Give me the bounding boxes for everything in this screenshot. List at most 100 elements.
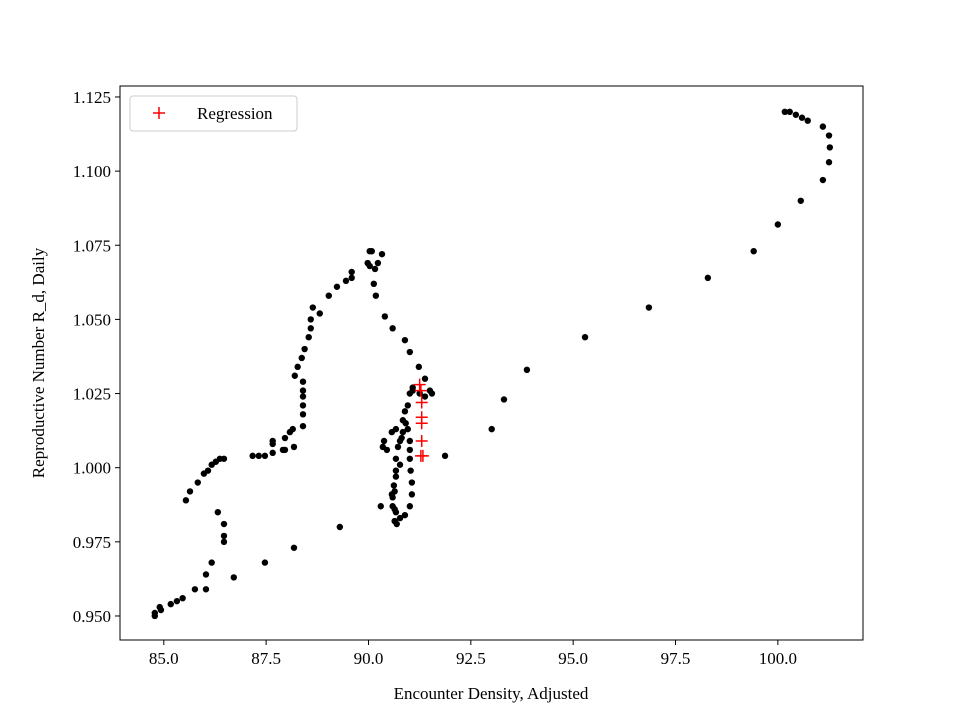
point [581,333,589,341]
point [374,259,382,267]
x-tick-label: 95.0 [558,649,588,668]
point [301,345,308,353]
point [389,325,396,332]
point [392,455,400,462]
point [366,262,373,270]
point [826,144,834,151]
y-axis-label: Reproductive Number R_d, Daily [29,247,48,478]
point [404,425,411,433]
point [261,452,269,460]
plot-frame [119,85,864,641]
point [408,479,416,486]
point [392,467,400,474]
y-tick-label: 1.100 [73,162,111,181]
point [825,159,833,166]
point [406,348,414,356]
point [792,111,800,118]
point [392,508,400,516]
x-tick-label: 100.0 [759,649,797,668]
point [421,375,429,382]
x-axis-label: Encounter Density, Adjusted [394,684,589,703]
point [204,467,212,474]
point [333,283,341,290]
point [220,455,228,462]
point [781,108,789,116]
point [151,609,158,617]
point [408,491,416,498]
point [401,408,409,415]
point [402,420,409,427]
legend-marker [153,107,165,119]
plus-marker [414,384,427,397]
y-tick-label: 0.950 [73,607,111,626]
point [825,132,833,139]
point [269,449,276,457]
point [401,511,409,519]
point [281,446,289,454]
point [220,538,228,546]
point [294,363,301,371]
point [819,123,827,130]
point [409,387,416,394]
point [394,443,402,451]
point [316,310,323,317]
point [488,425,495,433]
point [393,520,400,528]
point [523,366,531,374]
point [401,336,409,344]
point [348,268,355,276]
point [774,221,782,228]
plus-marker [413,378,426,391]
point [309,304,317,311]
point [819,176,827,184]
point [299,387,307,394]
point [299,402,307,409]
point [368,247,375,255]
point [230,574,238,581]
point [378,250,386,258]
y-tick-label: 1.075 [73,236,111,255]
point [299,422,307,430]
point [750,247,757,255]
point [786,108,793,116]
point [255,452,262,460]
point [392,473,400,480]
point [421,393,429,400]
point [202,586,210,593]
point [186,488,194,495]
plus-marker [415,434,428,447]
point [281,434,289,442]
x-tick-label: 90.0 [354,649,384,668]
point [798,114,806,121]
point [214,508,222,516]
point [173,597,181,605]
y-tick-label: 0.975 [73,533,111,552]
point [220,532,228,540]
point [797,197,804,204]
point [372,292,380,299]
point [381,313,389,320]
point [289,425,296,433]
legend-box [129,95,298,132]
point [261,559,269,566]
point [167,600,174,608]
point [377,503,384,510]
y-tick-label: 1.050 [73,310,111,329]
plus-marker [415,396,428,409]
y-tick-label: 1.000 [73,459,111,478]
plus-marker [416,449,429,462]
point [426,387,434,394]
point [299,411,307,418]
point [398,434,405,442]
point [370,280,378,288]
x-tick-label: 87.5 [251,649,281,668]
point [194,479,201,486]
point [157,606,165,614]
point [299,378,307,385]
point [415,363,423,371]
y-tick-label: 1.125 [73,88,111,107]
point [406,446,414,454]
x-tick-label: 85.0 [149,649,179,668]
x-tick-label: 97.5 [661,649,691,668]
